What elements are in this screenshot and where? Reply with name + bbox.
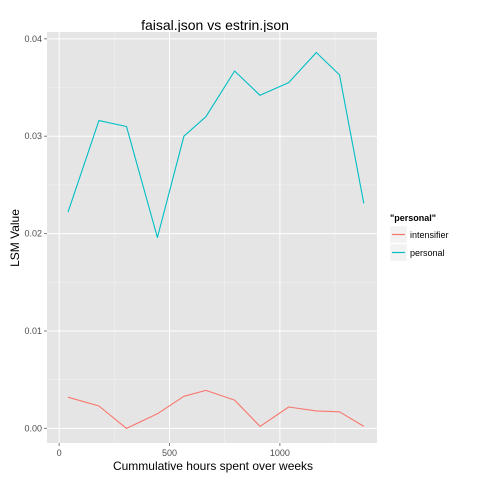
series-layer (67, 51, 365, 429)
x-tick-label: 500 (162, 448, 177, 458)
y-tick-label: 0.02 (24, 229, 42, 239)
major-gridlines (47, 32, 377, 443)
y-axis: 0.00 0.01 0.02 0.03 0.04 (24, 34, 47, 433)
plot-panel (47, 32, 377, 443)
x-axis: 0 500 1000 (57, 443, 290, 458)
legend-label: personal (410, 248, 445, 258)
chart-title: faisal.json vs estrin.json (141, 17, 289, 33)
series-line-personal (67, 51, 365, 239)
x-tick-label: 0 (57, 448, 62, 458)
x-tick-label: 1000 (270, 448, 290, 458)
y-tick-label: 0.01 (24, 326, 42, 336)
minor-gridlines (47, 32, 377, 443)
y-tick-label: 0.03 (24, 131, 42, 141)
x-axis-title: Cummulative hours spent over weeks (113, 459, 313, 473)
legend-item-personal: personal (389, 243, 445, 262)
legend-title: "personal" (390, 213, 436, 223)
y-tick-label: 0.04 (24, 34, 42, 44)
y-tick-label: 0.00 (24, 423, 42, 433)
series-line-intensifier (67, 389, 365, 429)
y-axis-title: LSM Value (8, 209, 22, 267)
legend-label: intensifier (410, 230, 449, 240)
legend-item-intensifier: intensifier (389, 225, 449, 244)
legend: "personal" intensifier personal (389, 213, 449, 262)
